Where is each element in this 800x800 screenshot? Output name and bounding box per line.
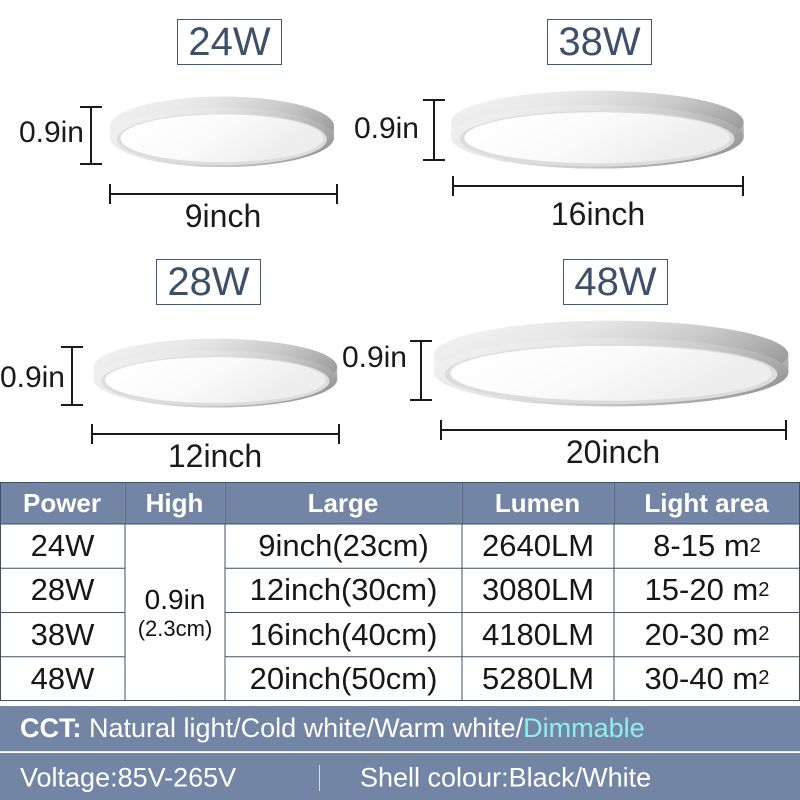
svg-text:9inch: 9inch xyxy=(185,198,262,234)
svg-text:0.9in: 0.9in xyxy=(354,112,419,145)
svg-text:12inch: 12inch xyxy=(168,438,262,474)
svg-text:16inch: 16inch xyxy=(551,196,645,232)
svg-text:20inch: 20inch xyxy=(566,434,660,470)
svg-text:0.9in: 0.9in xyxy=(19,116,84,149)
svg-text:0.9in: 0.9in xyxy=(342,341,407,374)
svg-text:0.9in: 0.9in xyxy=(0,361,65,394)
